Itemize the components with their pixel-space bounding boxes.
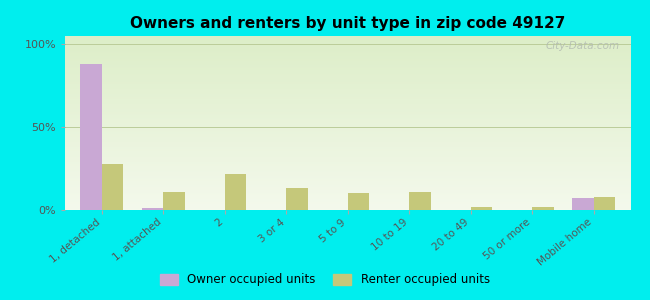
Bar <box>572 198 593 210</box>
Bar <box>102 164 124 210</box>
Bar <box>471 207 492 210</box>
Title: Owners and renters by unit type in zip code 49127: Owners and renters by unit type in zip c… <box>130 16 566 31</box>
Bar <box>225 173 246 210</box>
Bar <box>532 207 554 210</box>
Bar <box>348 194 369 210</box>
Bar <box>410 192 431 210</box>
Bar <box>286 188 308 210</box>
Legend: Owner occupied units, Renter occupied units: Owner occupied units, Renter occupied un… <box>155 269 495 291</box>
Bar <box>142 208 163 210</box>
Bar <box>81 64 102 210</box>
Bar <box>593 197 615 210</box>
Bar <box>163 192 185 210</box>
Text: City-Data.com: City-Data.com <box>545 41 619 51</box>
